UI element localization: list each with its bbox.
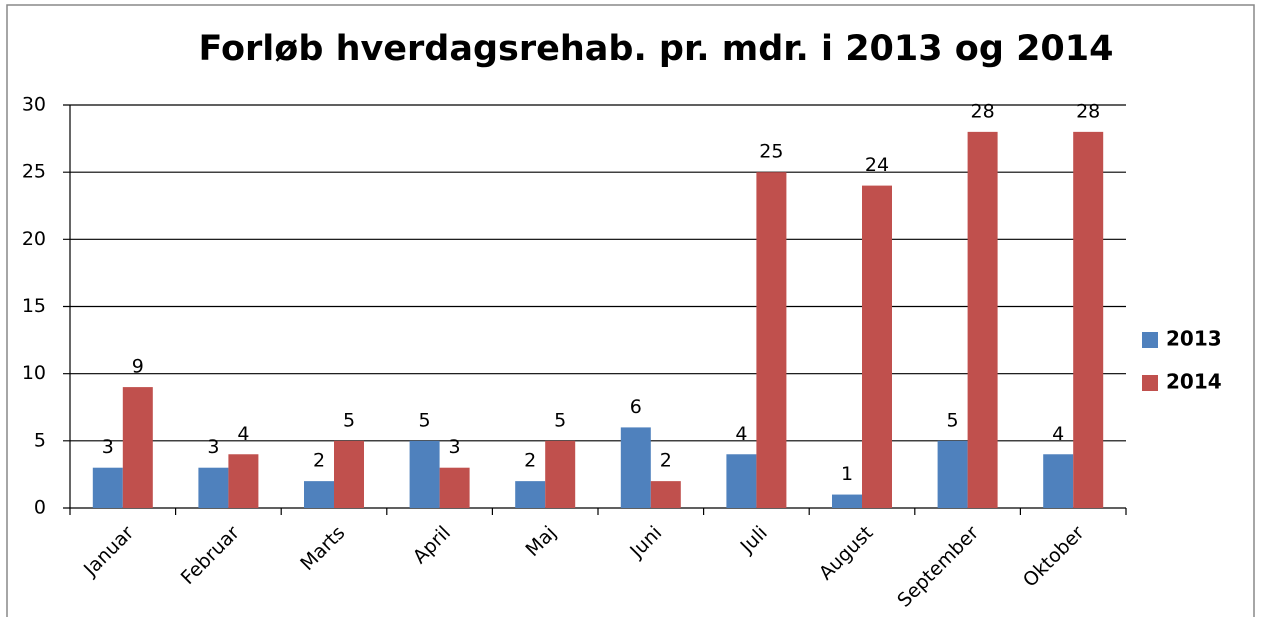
bar [726,454,757,508]
bar [304,481,334,508]
bar [545,440,576,508]
bar [228,454,259,508]
bar [832,494,862,508]
y-tick-label: 25 [22,161,46,183]
data-label: 4 [237,423,249,445]
y-tick-label: 10 [22,362,46,384]
data-label: 28 [971,100,995,122]
data-label: 4 [735,423,747,445]
y-tick-label: 5 [34,429,46,451]
data-label: 5 [947,409,959,431]
y-tick-label: 30 [22,94,46,116]
bar [1073,131,1104,508]
data-label: 9 [132,356,144,378]
bar [967,131,998,508]
bar [756,172,787,508]
data-label: 1 [841,463,853,485]
bar [937,440,968,508]
bar [439,467,470,508]
legend-label: 2014 [1166,370,1222,394]
data-label: 28 [1076,100,1100,122]
bar [650,481,681,508]
data-label: 3 [449,436,461,458]
data-label: 2 [524,450,536,472]
bar [409,440,440,508]
data-label: 5 [343,409,355,431]
bar [122,387,153,508]
bar [620,427,651,508]
legend-swatch [1142,375,1158,391]
data-label: 25 [759,141,783,163]
y-tick-label: 15 [22,295,46,317]
bar [862,185,892,508]
legend-label: 2013 [1166,327,1222,351]
bar [334,440,364,508]
y-tick-label: 20 [22,228,46,250]
bar [1043,454,1074,508]
data-label: 3 [207,436,219,458]
data-label: 3 [102,436,114,458]
data-label: 6 [630,396,642,418]
chart-title: Forløb hverdagsrehab. pr. mdr. i 2013 og… [199,29,1114,69]
data-label: 4 [1052,423,1064,445]
data-label: 5 [419,409,431,431]
bar [515,481,546,508]
data-label: 24 [865,154,889,176]
y-tick-label: 0 [34,497,46,519]
bar [92,467,123,508]
data-label: 5 [554,409,566,431]
legend-swatch [1142,332,1158,348]
bar [198,467,229,508]
data-label: 2 [313,450,325,472]
chart-frame [6,4,1255,617]
data-label: 2 [660,450,672,472]
